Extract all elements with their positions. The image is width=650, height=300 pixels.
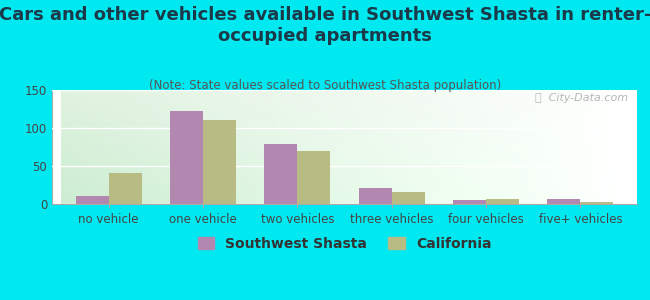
- Bar: [265, 144, 297, 204]
- Bar: [170, 111, 203, 204]
- Bar: [203, 120, 236, 204]
- Bar: [486, 200, 519, 204]
- Bar: [392, 192, 424, 204]
- Bar: [359, 188, 392, 204]
- Bar: [580, 202, 614, 204]
- Bar: [75, 196, 109, 204]
- Legend: Southwest Shasta, California: Southwest Shasta, California: [192, 231, 497, 256]
- Bar: [453, 200, 486, 204]
- Bar: [547, 199, 580, 204]
- Text: ⓘ  City-Data.com: ⓘ City-Data.com: [535, 93, 628, 103]
- Text: Cars and other vehicles available in Southwest Shasta in renter-
occupied apartm: Cars and other vehicles available in Sou…: [0, 6, 650, 45]
- Bar: [297, 151, 330, 204]
- Text: (Note: State values scaled to Southwest Shasta population): (Note: State values scaled to Southwest …: [149, 80, 501, 92]
- Bar: [109, 173, 142, 204]
